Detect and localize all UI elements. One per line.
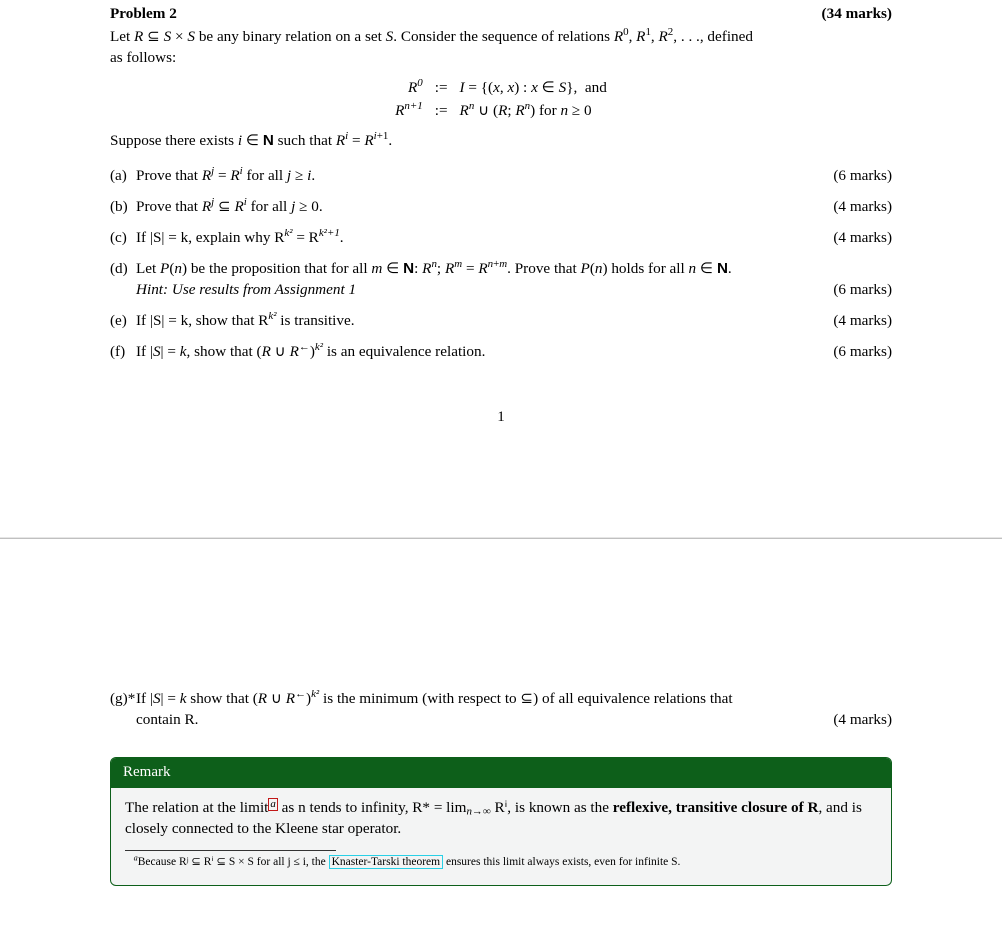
intro-text: Let <box>110 28 134 45</box>
part-text: Let P(n) be the proposition that for all… <box>136 259 892 280</box>
part-marks: (4 marks) <box>833 710 892 731</box>
subset-symbol: ⊆ <box>147 28 160 45</box>
sup-k2p1: k²+1 <box>319 227 340 239</box>
part-text-mid: = R <box>293 229 319 246</box>
coloneq-symbol: := <box>429 100 454 123</box>
part-g: (g)* If |S| = k show that (R ∪ R←)k² is … <box>110 689 892 731</box>
part-label: (f) <box>110 342 136 363</box>
sup-k2: k² <box>315 341 323 353</box>
part-label: (g)* <box>110 689 136 710</box>
remark-text: Rⁱ, is known as the <box>491 799 613 816</box>
part-marks: (6 marks) <box>833 280 892 301</box>
part-e: (e) If |S| = k, show that Rk² is transit… <box>110 311 892 332</box>
sup-1: 1 <box>645 26 650 38</box>
part-text: If |S| = k, explain why Rk² = Rk²+1. <box>136 228 821 249</box>
footnote-pre: Because Rʲ ⊆ Rⁱ ⊆ S × S for all j ≤ i, t… <box>138 856 329 868</box>
part-label: (c) <box>110 228 136 249</box>
part-text: contain R. <box>136 710 821 731</box>
page-break <box>0 537 1002 539</box>
problem-title: Problem 2 <box>110 4 177 25</box>
problem-intro: Let R ⊆ S × S be any binary relation on … <box>110 27 892 69</box>
problem-total-marks: (34 marks) <box>822 4 892 25</box>
part-text-line2: contain R. <box>136 711 198 728</box>
remark-box: Remark The relation at the limita as n t… <box>110 757 892 885</box>
document-page: Problem 2 (34 marks) Let R ⊆ S × S be an… <box>0 4 1002 926</box>
remark-text: as n tends to infinity, R* = lim <box>278 799 467 816</box>
problem-parts-page2: (g)* If |S| = k show that (R ∪ R←)k² is … <box>110 689 892 731</box>
intro-text: be any binary relation on a set <box>195 28 386 45</box>
part-a: (a) Prove that Rj = Ri for all j ≥ i. (6… <box>110 166 892 187</box>
part-text: If |S| = k, show that Rk² is transitive. <box>136 311 821 332</box>
part-d: (d) Let P(n) be the proposition that for… <box>110 259 892 301</box>
part-f: (f) If |S| = k, show that (R ∪ R←)k² is … <box>110 342 892 363</box>
sup-0: 0 <box>623 26 628 38</box>
part-label: (b) <box>110 197 136 218</box>
equation-table: R0 := I = {(x, x) : x ∈ S}, and Rn+1 := … <box>389 77 613 123</box>
definition-equations: R0 := I = {(x, x) : x ∈ S}, and Rn+1 := … <box>110 77 892 123</box>
remark-bold-term: reflexive, transitive closure of R <box>613 799 819 816</box>
suppose-line: Suppose there exists i ∈ N such that Ri … <box>110 131 892 152</box>
part-text: Prove that Rj = Ri for all j ≥ i. <box>136 166 821 187</box>
part-text-pre: If |S| = k, explain why R <box>136 229 284 246</box>
footnote-post: ensures this limit always exists, even f… <box>443 856 680 868</box>
part-marks: (6 marks) <box>833 166 892 187</box>
part-marks: (4 marks) <box>833 228 892 249</box>
part-text: If |S| = k show that (R ∪ R←)k² is the m… <box>136 689 892 710</box>
part-text-pre: If |S| = k, show that R <box>136 312 268 329</box>
part-marks: (4 marks) <box>833 197 892 218</box>
footnote-text: aBecause Rʲ ⊆ Rⁱ ⊆ S × S for all j ≤ i, … <box>125 855 877 879</box>
intro-text: . Consider the sequence of relations <box>393 28 614 45</box>
sup-0: 0 <box>417 77 422 89</box>
intro-text: , defined <box>700 28 753 45</box>
knaster-tarski-link[interactable]: Knaster-Tarski theorem <box>329 855 444 869</box>
part-label: (a) <box>110 166 136 187</box>
part-text-post: is an equivalence relation. <box>323 343 485 360</box>
times-symbol: × <box>175 28 184 45</box>
part-hint: Hint: Use results from Assignment 1 <box>136 280 821 301</box>
part-marks: (6 marks) <box>833 342 892 363</box>
part-text-post: . <box>340 229 344 246</box>
part-label: (d) <box>110 259 136 280</box>
part-b: (b) Prove that Rj ⊆ Ri for all j ≥ 0. (4… <box>110 197 892 218</box>
eq-lhs: R <box>408 79 417 96</box>
part-text-post: is transitive. <box>277 312 355 329</box>
sup-k2: k² <box>284 227 292 239</box>
remark-body: The relation at the limita as n tends to… <box>111 788 891 885</box>
remark-text: The relation at the limit <box>125 799 268 816</box>
page-number: 1 <box>110 407 892 428</box>
part-text: Prove that Rj ⊆ Ri for all j ≥ 0. <box>136 197 821 218</box>
part-text: If |S| = k, show that (R ∪ R←)k² is an e… <box>136 342 821 363</box>
part-text-mid: is the minimum (with respect to ⊆) of al… <box>319 690 732 707</box>
part-marks: (4 marks) <box>833 311 892 332</box>
part-label: (e) <box>110 311 136 332</box>
ellipsis: , . . . <box>673 28 700 45</box>
sup-k2: k² <box>311 688 319 700</box>
part-c: (c) If |S| = k, explain why Rk² = Rk²+1.… <box>110 228 892 249</box>
footnote-separator <box>125 850 336 851</box>
coloneq-symbol: := <box>429 77 454 100</box>
problem-header: Problem 2 (34 marks) <box>110 4 892 25</box>
lim-subscript: n→∞ <box>466 806 490 818</box>
problem-parts: (a) Prove that Rj = Ri for all j ≥ i. (6… <box>110 166 892 363</box>
footnote-ref[interactable]: a <box>268 798 277 811</box>
sup-n1: n+1 <box>404 100 422 112</box>
sup-k2: k² <box>268 310 276 322</box>
remark-title: Remark <box>111 758 891 788</box>
intro-text: as follows: <box>110 49 176 66</box>
